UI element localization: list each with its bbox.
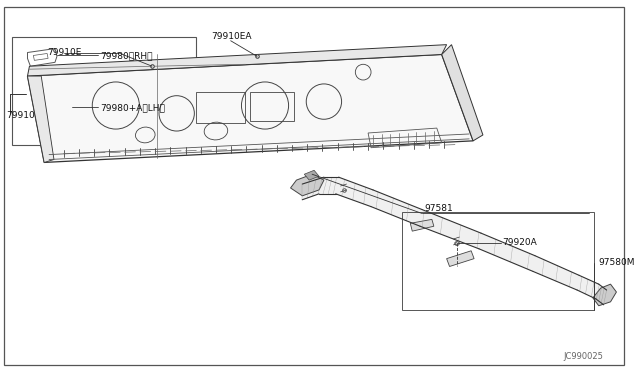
Text: 79910E: 79910E (47, 48, 81, 57)
Text: 79910: 79910 (6, 111, 35, 120)
Bar (196, 92, 245, 123)
Polygon shape (291, 174, 324, 196)
Text: 97581: 97581 (424, 204, 452, 213)
Text: 79980〈RH〉: 79980〈RH〉 (100, 51, 152, 60)
Text: 79920A: 79920A (502, 238, 538, 247)
Polygon shape (28, 45, 447, 76)
Bar (250, 92, 294, 121)
Text: 97580M: 97580M (599, 258, 636, 267)
Polygon shape (593, 284, 616, 306)
Polygon shape (447, 251, 474, 266)
Text: JC990025: JC990025 (563, 352, 604, 361)
Polygon shape (442, 45, 483, 141)
Text: 79980+A〈LH〉: 79980+A〈LH〉 (100, 103, 165, 112)
Polygon shape (28, 54, 473, 163)
Polygon shape (304, 170, 319, 180)
Polygon shape (302, 177, 607, 305)
Polygon shape (410, 219, 434, 231)
Bar (12, 37, 196, 145)
Bar (403, 212, 594, 310)
Polygon shape (28, 76, 54, 163)
Text: 79910EA: 79910EA (211, 32, 252, 41)
